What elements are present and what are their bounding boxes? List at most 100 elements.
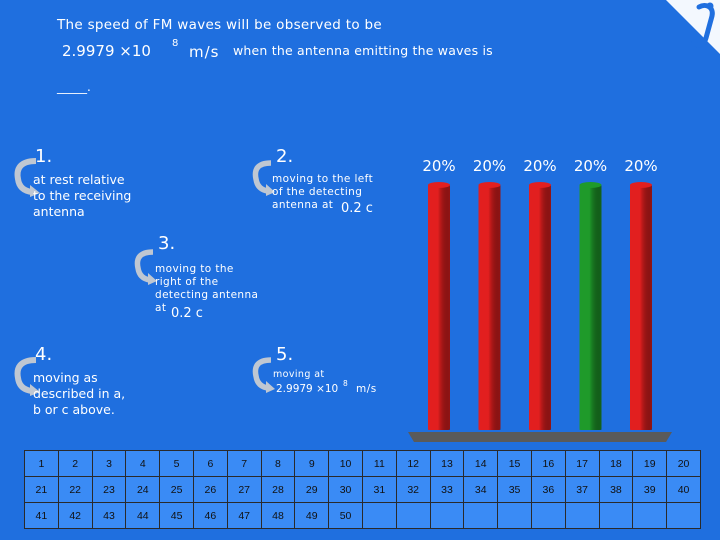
grid-cell: 46 (192, 502, 228, 529)
option-5-number[interactable]: 5. (276, 344, 294, 365)
curved-arrow-icon (14, 158, 40, 197)
speed-value: 2.9979 ×10 (62, 42, 151, 60)
grid-cell: 47 (226, 502, 262, 529)
grid-cell: 26 (192, 476, 228, 503)
grid-cell: 25 (159, 476, 194, 503)
option-5-speed-exponent: 8 (343, 379, 348, 388)
option-2-number[interactable]: 2. (276, 146, 294, 167)
grid-cell: 42 (57, 502, 93, 529)
grid-cell: 4 (125, 450, 161, 477)
curved-arrow-icon (252, 357, 275, 393)
grid-cell: 32 (395, 476, 431, 503)
grid-cell: 40 (666, 476, 701, 503)
i-logo-icon (666, 0, 720, 54)
chart-bar-cap (478, 182, 501, 188)
option-1-line: to the receiving (33, 188, 132, 203)
grid-cell (395, 502, 431, 529)
grid-cell: 24 (125, 476, 161, 503)
grid-cell (564, 502, 600, 529)
grid-cell: 21 (24, 476, 59, 503)
grid-cell: 35 (497, 476, 532, 503)
chart-bar-shading (630, 185, 652, 430)
grid-cell: 48 (260, 502, 296, 529)
option-4-text[interactable]: moving as described in a, b or c above. (33, 370, 125, 418)
chart-data-label: 20% (422, 157, 455, 175)
grid-cell: 3 (91, 450, 127, 477)
grid-cell: 41 (24, 502, 59, 529)
option-1-text[interactable]: at rest relative to the receiving antenn… (33, 172, 131, 220)
grid-cell: 37 (564, 476, 600, 503)
grid-cell: 1 (24, 450, 59, 477)
chart-data-label: 20% (523, 157, 556, 175)
grid-cell (463, 502, 499, 529)
chart-bar-cap (529, 182, 551, 188)
grid-cell (530, 502, 566, 529)
option-3-value: 0.2 c (171, 306, 203, 321)
grid-cell: 16 (530, 450, 566, 477)
option-2-line: of the detecting (272, 186, 363, 198)
grid-cell: 27 (226, 476, 262, 503)
grid-cell: 22 (57, 476, 93, 503)
grid-row: 41 42 43 44 45 46 47 48 49 50 (24, 502, 701, 529)
curved-arrow-icon (14, 357, 40, 396)
option-2-line: moving to the left (272, 173, 374, 185)
grid-cell: 19 (632, 450, 668, 477)
option-4-line: described in a, (33, 386, 126, 401)
grid-cell (497, 502, 532, 529)
chart-bar-shading (478, 185, 501, 430)
option-2-line: antenna at (272, 199, 334, 211)
grid-cell: 44 (125, 502, 161, 529)
chart-bar-cap (428, 182, 450, 188)
option-1-line: antenna (33, 204, 85, 219)
option-4-line: b or c above. (33, 402, 115, 417)
option-2-text[interactable]: moving to the left of the detecting ante… (272, 173, 373, 212)
grid-cell: 15 (497, 450, 532, 477)
grid-cell: 13 (429, 450, 465, 477)
chart-data-label: 20% (574, 157, 607, 175)
grid-cell: 11 (361, 450, 397, 477)
response-chart: 20%120%220%320%420%5 (408, 157, 672, 466)
option-4-number[interactable]: 4. (35, 344, 53, 365)
option-3-line: at (155, 302, 167, 314)
option-3-text[interactable]: moving to the right of the detecting ant… (155, 263, 258, 315)
grid-row: 1 2 3 4 5 6 7 8 9 10 11 12 13 14 15 16 17 18 19 20 (24, 450, 701, 477)
chart-bar-cap (630, 182, 652, 188)
grid-cell: 18 (598, 450, 634, 477)
grid-cell: 17 (564, 450, 600, 477)
grid-cell: 20 (666, 450, 701, 477)
option-5-speed: 2.9979 ×10 8 m/s (276, 379, 396, 398)
option-3-number[interactable]: 3. (158, 233, 176, 254)
grid-cell: 14 (463, 450, 499, 477)
option-3-line: right of the (155, 276, 219, 288)
speed-exponent: 8 (172, 38, 179, 49)
grid-cell: 29 (294, 476, 330, 503)
grid-cell: 28 (260, 476, 296, 503)
grid-cell: 38 (598, 476, 634, 503)
grid-cell: 9 (294, 450, 330, 477)
chart-bar-shading (579, 185, 602, 430)
grid-cell: 23 (91, 476, 127, 503)
option-1-line: at rest relative (33, 172, 125, 187)
option-3-line: moving to the (155, 263, 234, 275)
option-1-number[interactable]: 1. (35, 146, 53, 167)
grid-cell: 45 (159, 502, 194, 529)
grid-cell: 49 (294, 502, 330, 529)
option-5-text[interactable]: moving at (273, 369, 325, 380)
grid-cell: 30 (328, 476, 363, 503)
grid-cell: 6 (192, 450, 228, 477)
chart-bar-cap (579, 182, 602, 188)
option-5-speed-value: 2.9979 ×10 (276, 383, 339, 395)
grid-cell (666, 502, 701, 529)
chart-base (408, 432, 672, 442)
grid-cell: 34 (463, 476, 499, 503)
chart-bar-shading (428, 185, 450, 430)
option-4-line: moving as (33, 370, 98, 385)
grid-cell: 36 (530, 476, 566, 503)
grid-cell: 12 (395, 450, 431, 477)
answer-blank: _____. (57, 80, 91, 94)
curved-arrow-icon (252, 160, 275, 196)
chart-bar-shading (529, 185, 551, 430)
grid-cell: 7 (226, 450, 262, 477)
grid-cell: 43 (91, 502, 127, 529)
